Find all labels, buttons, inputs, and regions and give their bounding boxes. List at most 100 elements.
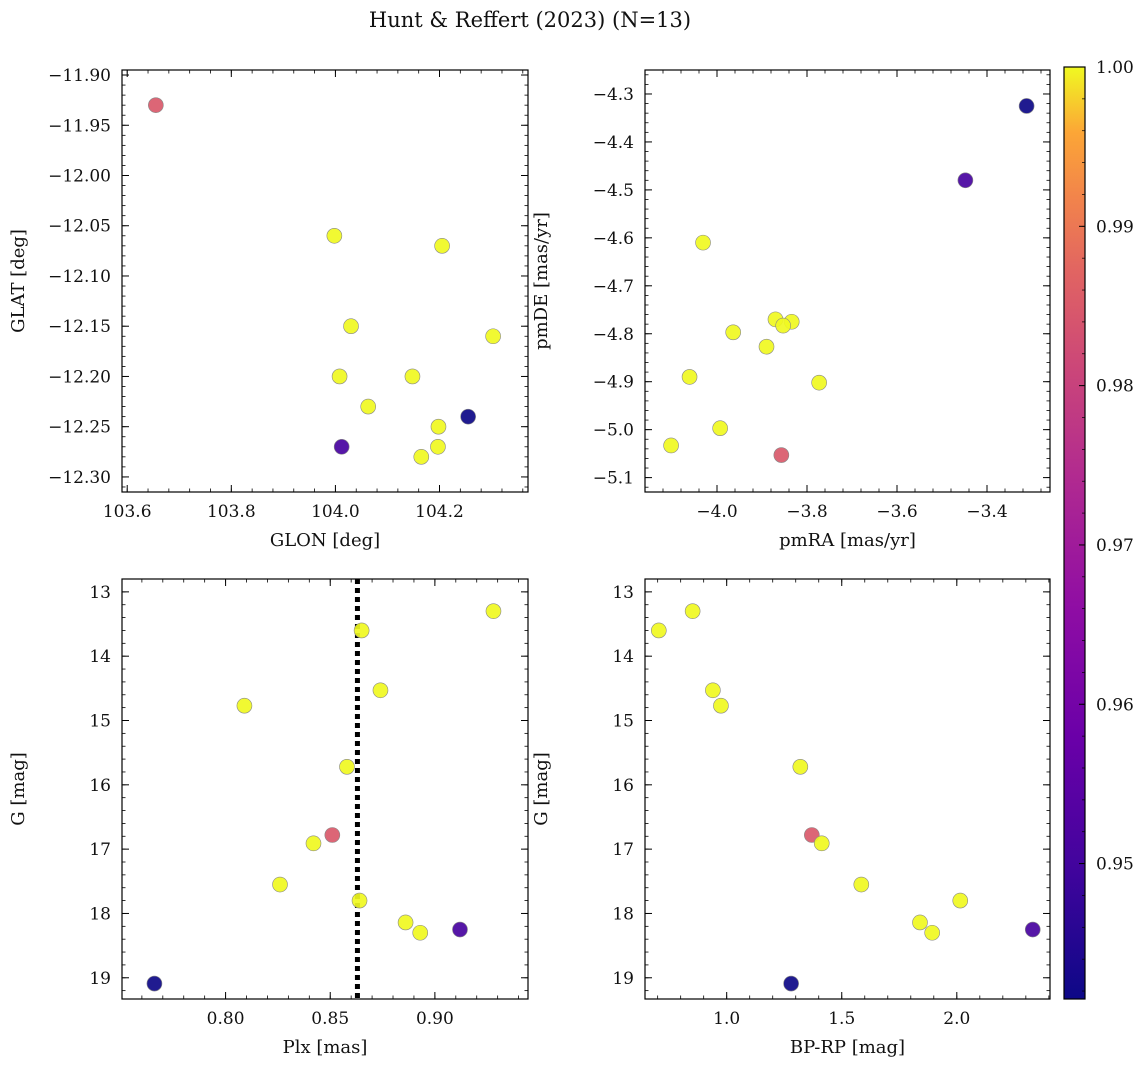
x-axis-label: GLON [deg]: [270, 530, 380, 551]
y-tick-label: −11.90: [48, 66, 111, 86]
x-tick-label: 0.80: [207, 1009, 245, 1029]
x-axis-label: Plx [mas]: [283, 1037, 368, 1058]
scatter-point: [485, 328, 501, 345]
scatter-point: [339, 759, 355, 775]
scatter-point: [957, 172, 974, 189]
y-axis-label: G [mag]: [531, 752, 552, 825]
scatter-point: [1024, 921, 1041, 938]
y-tick-label: −4.8: [593, 325, 634, 345]
y-tick-label: 13: [89, 583, 111, 603]
scatter-point: [952, 892, 969, 909]
y-tick-label: −12.00: [48, 167, 111, 187]
scatter-point: [485, 603, 502, 619]
scatter-point: [413, 449, 430, 465]
y-tick-label: 17: [612, 840, 634, 860]
y-tick-label: 15: [612, 712, 634, 732]
y-tick-label: −4.7: [593, 277, 634, 297]
colorbar-tick-label: 0.96: [1096, 695, 1134, 715]
scatter-point: [353, 622, 370, 639]
y-tick-label: −12.05: [48, 217, 111, 237]
scatter-point: [712, 420, 728, 437]
scatter-point: [305, 835, 322, 852]
x-axis-label: BP-RP [mag]: [790, 1037, 905, 1058]
x-tick-label: 0.85: [311, 1009, 349, 1029]
x-tick-label: 2.0: [943, 1009, 970, 1029]
x-tick-label: −4.0: [696, 502, 737, 522]
scatter-point: [813, 835, 830, 852]
y-tick-label: −12.15: [48, 317, 111, 337]
y-tick-label: 17: [89, 840, 111, 860]
y-axis-label: pmDE [mas/yr]: [531, 212, 552, 350]
y-tick-label: 15: [89, 712, 111, 732]
x-tick-label: 103.8: [207, 502, 256, 522]
panel-glon-glat: 103.6 103.8 104.0 104.2 −11.90 −11.95 −12.00 −1…: [8, 66, 529, 551]
scatter-point: [681, 369, 698, 385]
scatter-point: [792, 759, 809, 775]
scatter-point: [324, 827, 341, 843]
y-tick-label: −4.3: [593, 85, 634, 105]
x-tick-label: 104.2: [415, 502, 464, 522]
scatter-point: [460, 408, 476, 425]
panel-bprp-g: 1.0 1.5 2.0 13 14 15 16 17 18 19 BP-RP [mag] G [mag…: [531, 578, 1051, 1058]
scatter-point: [853, 876, 870, 893]
y-axis-label: G [mag]: [8, 752, 29, 825]
scatter-point: [758, 338, 775, 355]
scatter-point: [924, 924, 940, 941]
y-tick-label: 14: [89, 647, 111, 667]
scatter-point: [272, 876, 288, 893]
colorbar-gradient: [1063, 66, 1086, 1000]
scatter-point: [773, 447, 790, 463]
scatter-point: [434, 238, 450, 254]
scatter-point: [236, 697, 253, 714]
scatter-point: [695, 234, 711, 251]
figure-title: Hunt & Reffert (2023) (N=13): [369, 8, 691, 32]
colorbar-tick-label: 0.99: [1096, 217, 1134, 237]
scatter-point: [148, 97, 164, 113]
plot-frame: [644, 578, 1051, 1000]
scatter-point: [775, 317, 791, 334]
panel-pmra-pmde: −4.0 −3.8 −3.6 −3.4 −4.3 −4.4 −4.5 −4.6 −4.7 −4.8…: [531, 69, 1051, 551]
y-tick-label: 13: [612, 583, 634, 603]
scatter-point: [783, 975, 799, 992]
scatter-point: [333, 438, 350, 455]
scatter-point: [360, 398, 377, 415]
y-tick-label: −4.6: [593, 229, 634, 249]
x-tick-label: 1.5: [828, 1009, 855, 1029]
x-tick-label: 0.90: [416, 1009, 454, 1029]
colorbar-tick-label: 0.97: [1096, 536, 1134, 556]
scatter-point: [331, 368, 348, 385]
y-tick-label: 19: [89, 969, 111, 989]
scatter-point: [404, 368, 421, 385]
y-tick-label: −4.4: [593, 133, 634, 153]
x-tick-label: 103.6: [103, 502, 152, 522]
y-tick-label: 18: [612, 904, 634, 924]
y-tick-label: −4.9: [593, 373, 634, 393]
scatter-point: [1018, 98, 1035, 114]
scatter-point: [372, 682, 389, 699]
scatter-point: [326, 227, 343, 244]
colorbar-tick-label: 0.95: [1096, 855, 1134, 875]
scatter-point: [397, 914, 414, 931]
y-tick-label: −5.0: [593, 421, 634, 441]
plot-frame: [121, 69, 529, 493]
scatter-point: [684, 603, 701, 619]
scatter-point: [146, 975, 163, 992]
y-tick-label: −12.25: [48, 418, 111, 438]
y-tick-label: 16: [89, 776, 111, 796]
y-tick-label: 19: [612, 969, 634, 989]
y-tick-label: −12.10: [48, 267, 111, 287]
x-axis-label: pmRA [mas/yr]: [779, 530, 916, 551]
x-tick-label: 104.0: [311, 502, 360, 522]
plot-frame: [121, 578, 529, 1000]
scatter-point: [430, 438, 446, 455]
scatter-point: [651, 622, 667, 639]
scatter-point: [452, 921, 468, 938]
x-tick-label: −3.4: [966, 502, 1007, 522]
y-tick-label: 14: [612, 647, 634, 667]
scatter-point: [725, 324, 742, 341]
x-tick-label: −3.6: [876, 502, 917, 522]
scatter-point: [811, 374, 827, 391]
y-tick-label: −4.5: [593, 181, 634, 201]
y-tick-label: −12.20: [48, 367, 111, 387]
x-tick-label: 1.0: [713, 1009, 740, 1029]
